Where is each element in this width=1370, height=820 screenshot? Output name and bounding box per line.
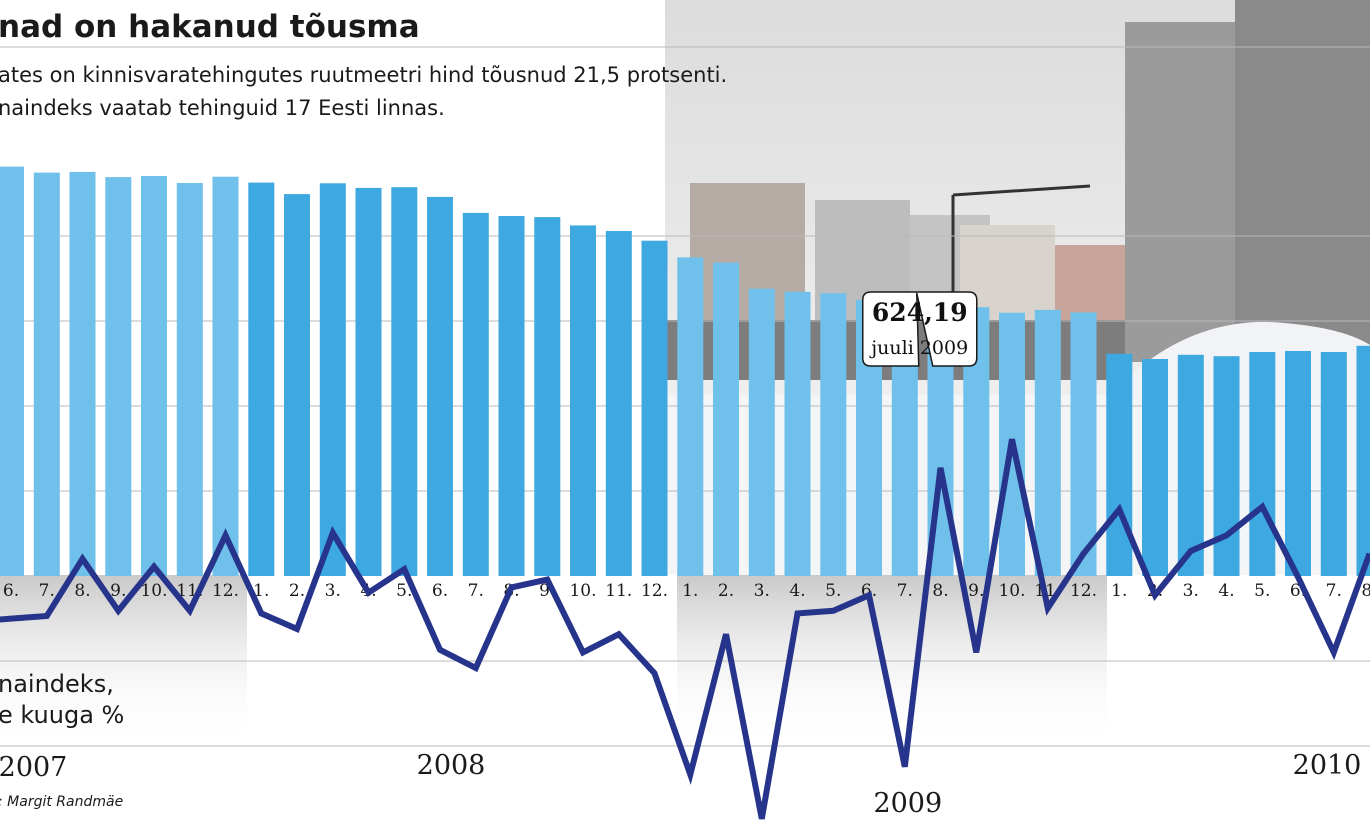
bar bbox=[427, 196, 453, 576]
chart-subtitle-line2: naindeks vaatab tehinguid 17 Eesti linna… bbox=[0, 96, 445, 120]
bar bbox=[1213, 356, 1240, 576]
month-tick-label: 8. bbox=[932, 581, 948, 601]
month-tick-label: 10. bbox=[569, 581, 596, 601]
year-labels: 2007 2008 2009 2010 bbox=[0, 750, 1361, 819]
callout-value: 624,19 bbox=[872, 298, 968, 327]
month-tick-label: 9. bbox=[110, 581, 126, 601]
month-tick-label: 1. bbox=[682, 581, 698, 601]
year-label: 2007 bbox=[0, 752, 67, 783]
photo-credit: : Margit Randmäe bbox=[0, 794, 123, 810]
bar bbox=[212, 176, 239, 576]
month-tick-label: 3. bbox=[754, 581, 770, 601]
callout-label: juuli 2009 bbox=[869, 337, 968, 359]
bar bbox=[0, 166, 24, 576]
value-callout: 624,19 juuli 2009 bbox=[862, 291, 978, 367]
bar bbox=[284, 194, 310, 576]
month-tick-label: 12. bbox=[212, 581, 239, 601]
month-tick-label: 5. bbox=[396, 581, 412, 601]
month-tick-label: 12. bbox=[1070, 581, 1097, 601]
bar bbox=[105, 177, 132, 576]
bar bbox=[605, 231, 632, 576]
bar bbox=[176, 183, 203, 576]
bar bbox=[69, 171, 96, 576]
month-tick-label: 4. bbox=[789, 581, 805, 601]
month-tick-label: 3. bbox=[1183, 581, 1199, 601]
month-tick-label: 1. bbox=[253, 581, 269, 601]
chart-title: nad on hakanud tõusma bbox=[0, 9, 420, 45]
bar bbox=[534, 217, 561, 576]
bar bbox=[1320, 352, 1347, 576]
bar bbox=[1106, 353, 1133, 576]
month-tick-labels: 6. 7. 8. 9. 10. 11. 12. 1. 2. 3. 4. 5. 6. 7. 8. 9. 10. 11… bbox=[3, 581, 1370, 601]
bar bbox=[641, 240, 668, 576]
bar bbox=[1142, 359, 1168, 576]
month-tick-label: 12. bbox=[641, 581, 668, 601]
bar-series bbox=[0, 166, 1370, 577]
bar bbox=[248, 182, 275, 576]
month-tick-label: 11. bbox=[605, 581, 632, 601]
line-legend-line2: e kuuga % bbox=[0, 701, 124, 729]
month-tick-label: 2. bbox=[289, 581, 305, 601]
month-tick-label: 9. bbox=[968, 581, 984, 601]
month-tick-label: 10. bbox=[140, 581, 167, 601]
year-label: 2008 bbox=[417, 750, 486, 781]
month-tick-label: 8. bbox=[74, 581, 90, 601]
bar bbox=[1285, 351, 1311, 576]
bar bbox=[462, 212, 489, 576]
bar bbox=[391, 187, 418, 576]
bar bbox=[1070, 312, 1097, 576]
month-tick-label: 5. bbox=[825, 581, 841, 601]
month-tick-label: 4. bbox=[1218, 581, 1234, 601]
line-legend-line1: naindeks, bbox=[0, 670, 114, 698]
bar bbox=[319, 183, 346, 577]
bar bbox=[1034, 309, 1061, 576]
bar bbox=[141, 176, 167, 576]
bar bbox=[570, 225, 596, 576]
bar bbox=[33, 172, 60, 576]
bar bbox=[784, 291, 811, 576]
bar bbox=[1177, 354, 1204, 576]
bar bbox=[498, 216, 525, 576]
month-tick-label: 7. bbox=[897, 581, 913, 601]
bar bbox=[1249, 352, 1276, 576]
chart-subtitle-line1: ates on kinnisvaratehingutes ruutmeetri … bbox=[0, 63, 727, 87]
callout-bubble bbox=[862, 291, 978, 367]
month-tick-label: 2. bbox=[718, 581, 734, 601]
month-tick-label: 8. bbox=[1361, 581, 1370, 601]
month-tick-label: 6. bbox=[3, 581, 19, 601]
month-tick-label: 7. bbox=[468, 581, 484, 601]
bar bbox=[748, 288, 775, 576]
month-tick-label: 7. bbox=[1326, 581, 1342, 601]
line-series bbox=[0, 438, 1370, 820]
month-tick-label: 7. bbox=[39, 581, 55, 601]
year-label: 2009 bbox=[873, 788, 942, 819]
bar bbox=[713, 262, 739, 576]
bar bbox=[1356, 345, 1370, 576]
line-path bbox=[0, 438, 1370, 820]
bar bbox=[355, 187, 382, 576]
month-tick-label: 10. bbox=[998, 581, 1025, 601]
bar bbox=[820, 293, 847, 576]
month-tick-label: 1. bbox=[1111, 581, 1127, 601]
year-label: 2010 bbox=[1293, 750, 1362, 781]
month-tick-label: 3. bbox=[325, 581, 341, 601]
bar bbox=[677, 257, 704, 576]
month-tick-label: 5. bbox=[1254, 581, 1270, 601]
month-tick-label: 6. bbox=[432, 581, 448, 601]
